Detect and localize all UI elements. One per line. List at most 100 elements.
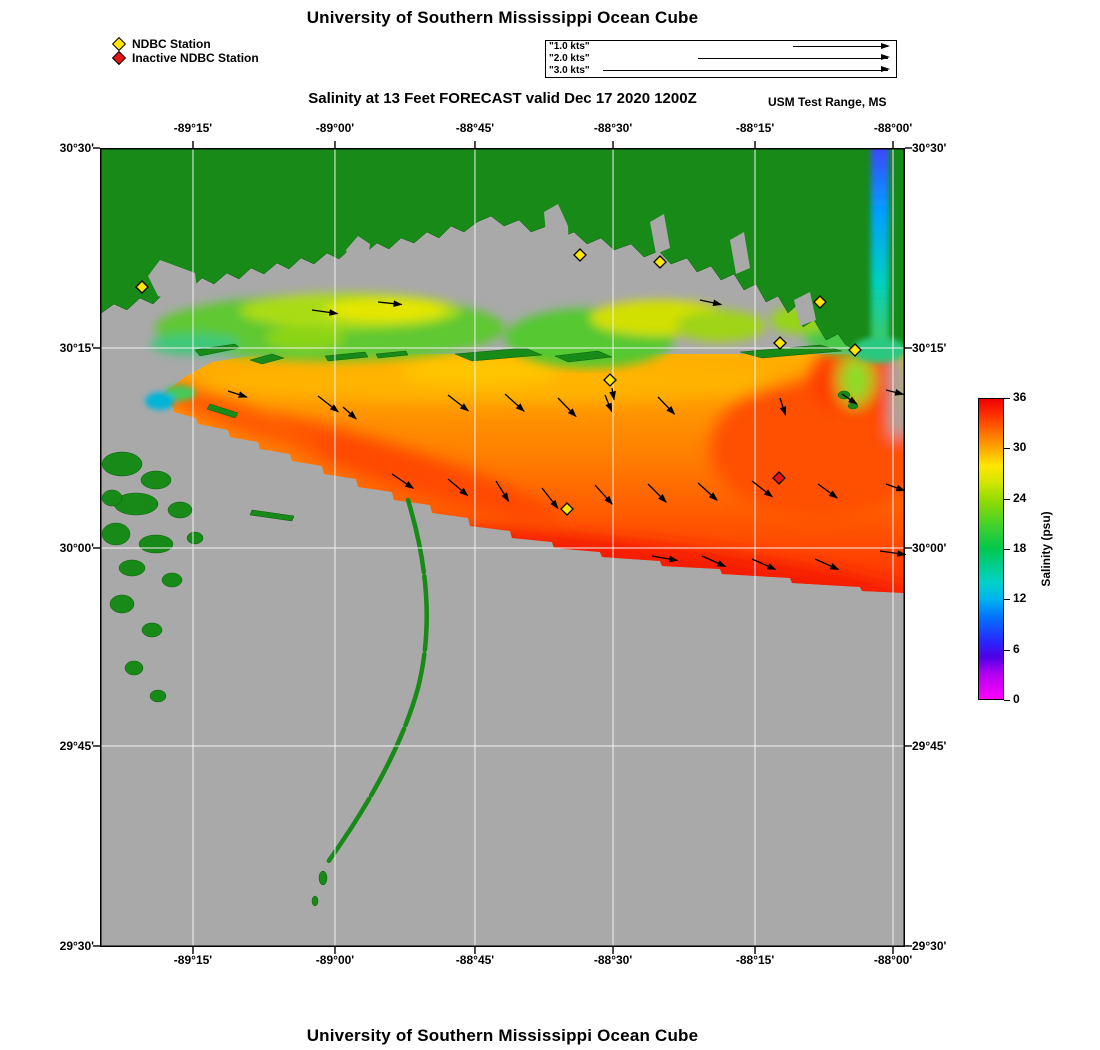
velocity-scale-arrow [603, 66, 890, 73]
current-vector-arrow [311, 309, 339, 316]
forecast-subtitle: Salinity at 13 Feet FORECAST valid Dec 1… [308, 90, 697, 107]
current-vector-arrow [504, 393, 525, 412]
chandeleur-islands [325, 497, 429, 865]
sound-salinity-field [150, 293, 887, 368]
current-vector-arrow [885, 483, 906, 492]
ndbc-station-marker [848, 343, 862, 357]
lat-tick-label: 29°45' [59, 738, 94, 753]
current-vector-arrow [609, 387, 616, 401]
legend-label: Inactive NDBC Station [132, 51, 259, 65]
colorbar [978, 398, 1004, 700]
map-frame [100, 148, 905, 947]
ndbc-station-marker [560, 502, 574, 516]
current-vector-arrow [447, 478, 469, 497]
current-vector-arrow [814, 558, 840, 571]
lon-tick-label: -89°00' [315, 121, 355, 135]
station-legend: NDBC Station Inactive NDBC Station [111, 36, 259, 66]
lat-tick-label: 30°00' [912, 540, 947, 555]
current-vector-arrow [594, 484, 613, 505]
ndbc-station-marker [573, 248, 587, 262]
bay-inlets [148, 204, 816, 326]
ndbc-station-marker [603, 373, 617, 387]
page-title: University of Southern Mississippi Ocean… [306, 8, 699, 27]
map-frame-ticks [93, 141, 912, 954]
arrowhead-icon [881, 42, 890, 49]
colorbar-tick-label: 0 [1013, 692, 1020, 706]
current-vector-arrow [391, 473, 415, 490]
land [100, 148, 905, 907]
colorbar-tick-mark [1004, 700, 1010, 701]
salinity-map [93, 141, 912, 954]
ndbc-station-diamond-icon [111, 36, 127, 52]
barrier-islands [194, 343, 859, 410]
current-vector-arrow [817, 483, 838, 499]
ndbc-station-marker [773, 336, 787, 350]
velocity-scale-row: "3.0 kts" [546, 65, 896, 77]
arrowhead-icon [881, 66, 890, 73]
lon-tick-label: -88°30' [593, 121, 633, 135]
ndbc-station-marker [135, 280, 149, 294]
velocity-scale-row: "2.0 kts" [546, 53, 896, 65]
colorbar-tick-mark [1004, 599, 1010, 601]
current-vector-arrow [377, 300, 403, 307]
lon-tick-label: -88°45' [455, 121, 495, 135]
lat-tick-label: 29°30' [912, 938, 947, 953]
colorbar-label: Salinity (psu) [1039, 511, 1053, 587]
ndbc-station-marker [813, 295, 827, 309]
west-low-salinity-spot [145, 385, 196, 410]
current-vector-arrow [227, 390, 248, 398]
lon-tick-label: -88°15' [735, 121, 775, 135]
colorbar-tick-label: 24 [1013, 490, 1027, 505]
lon-tick-label: -89°15' [173, 953, 213, 967]
velocity-scale-label: "2.0 kts" [549, 52, 590, 64]
lon-tick-label: -88°30' [593, 953, 633, 967]
lat-tick-label: 30°15' [59, 340, 94, 355]
lat-tick-label: 29°30' [59, 938, 94, 953]
current-vector-arrow [342, 406, 357, 420]
current-vectors [227, 299, 907, 571]
current-vector-arrow [841, 393, 858, 405]
lon-tick-label: -88°45' [455, 953, 495, 967]
velocity-scale-label: "3.0 kts" [549, 64, 590, 76]
velocity-scale-arrow [698, 54, 890, 61]
lon-tick-label: -89°00' [315, 953, 355, 967]
station-markers [135, 248, 862, 516]
river-plume [852, 148, 905, 363]
current-vector-arrow [779, 397, 787, 416]
current-vector-arrow [447, 394, 470, 412]
colorbar-tick-label: 12 [1013, 591, 1027, 606]
inactive-ndbc-station-diamond-icon [111, 50, 127, 66]
ndbc-station-marker [653, 255, 667, 269]
colorbar-tick-mark [1004, 549, 1010, 550]
lat-tick-label: 30°00' [59, 540, 94, 555]
legend-item: Inactive NDBC Station [111, 50, 259, 66]
colorbar-tick-label: 30 [1013, 440, 1027, 455]
lon-tick-label: -88°00' [873, 953, 913, 967]
current-vector-arrow [699, 299, 723, 307]
lat-tick-label: 30°30' [59, 141, 94, 155]
gulf-salinity-field [155, 354, 905, 593]
velocity-scale-label: "1.0 kts" [549, 41, 590, 52]
current-vector-arrow [651, 555, 679, 563]
colorbar-tick-label: 36 [1013, 390, 1027, 404]
map-gridlines [100, 148, 905, 947]
colorbar-tick-mark [1004, 398, 1010, 399]
legend-item: NDBC Station [111, 36, 259, 52]
current-vector-arrow [701, 555, 727, 568]
colorbar-tick-mark [1004, 498, 1010, 500]
footer-title: University of Southern Mississippi Ocean… [306, 1026, 699, 1045]
lon-tick-label: -89°15' [173, 121, 213, 135]
current-vector-arrow [697, 482, 718, 501]
lon-tick-label: -88°00' [873, 121, 913, 135]
velocity-scale-row: "1.0 kts" [546, 41, 896, 53]
current-vector-arrow [885, 389, 905, 396]
current-vector-arrow [317, 395, 340, 413]
lon-tick-label: -88°15' [735, 953, 775, 967]
current-vector-arrow [751, 480, 774, 498]
colorbar-tick-label: 18 [1013, 541, 1027, 555]
current-vector-arrow [495, 480, 510, 502]
current-vector-arrow [751, 558, 777, 571]
colorbar-tick-mark [1004, 448, 1010, 450]
colorbar-tick-mark [1004, 649, 1010, 651]
inactive-ndbc-station-marker [772, 471, 786, 485]
